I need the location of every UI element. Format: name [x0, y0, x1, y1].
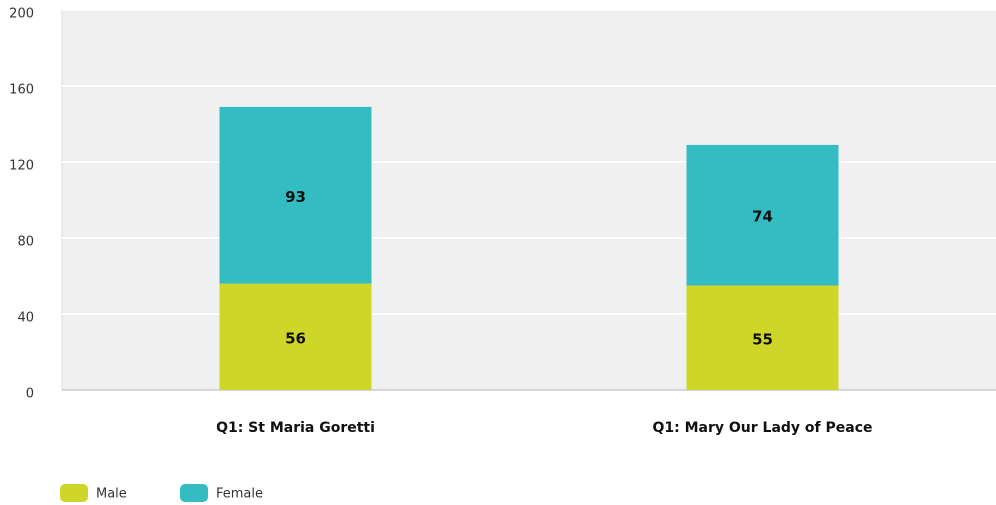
- legend-swatch: [60, 484, 88, 502]
- y-tick-label: 0: [26, 387, 34, 402]
- y-tick-label: 40: [17, 311, 34, 326]
- legend-label: Female: [216, 487, 263, 502]
- x-tick-label: Q1: St Maria Goretti: [216, 420, 375, 436]
- legend-label: Male: [96, 487, 127, 502]
- bar-segment: [686, 144, 839, 286]
- data-label: 55: [752, 330, 773, 348]
- bar-segment: [219, 283, 372, 390]
- bar-segment: [219, 106, 372, 284]
- y-tick-label: 120: [9, 159, 34, 174]
- bar-segment: [686, 285, 839, 390]
- x-tick-label: Q1: Mary Our Lady of Peace: [652, 420, 872, 436]
- legend-swatch: [180, 484, 208, 502]
- y-tick-label: 160: [9, 83, 34, 98]
- data-label: 93: [285, 188, 306, 206]
- y-tick-label: 80: [17, 235, 34, 250]
- data-label: 56: [285, 329, 306, 347]
- data-label: 74: [752, 208, 773, 226]
- y-tick-label: 200: [9, 7, 34, 22]
- plot-area: [62, 10, 996, 390]
